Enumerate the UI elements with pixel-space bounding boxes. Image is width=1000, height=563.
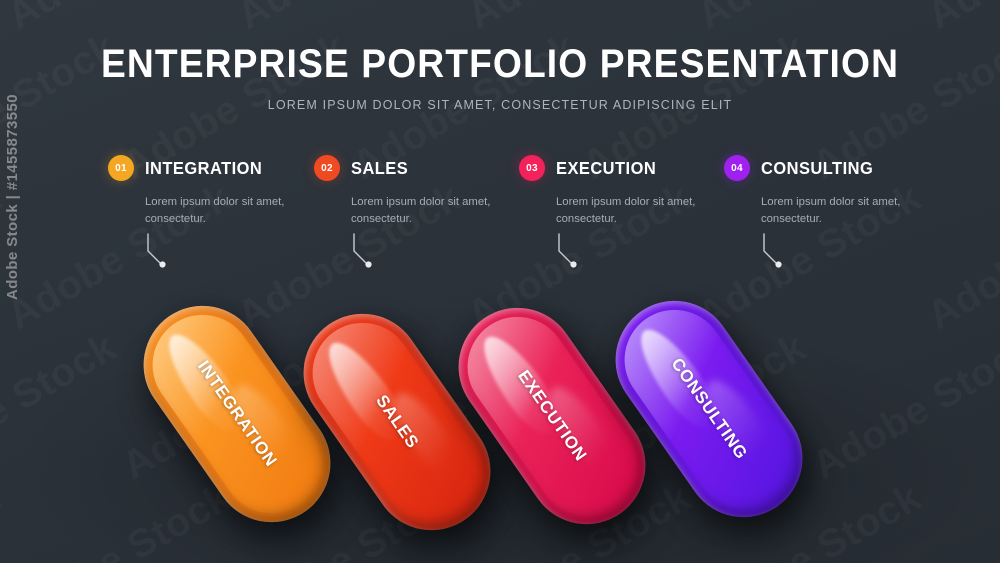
step-header: 01 INTEGRATION [108, 155, 323, 181]
connector-line-icon [761, 233, 795, 269]
step-item-consulting[interactable]: 04 CONSULTING Lorem ipsum dolor sit amet, … [724, 155, 939, 268]
pill-consulting[interactable]: CONSULTING [592, 277, 832, 563]
page-subtitle: LOREM IPSUM DOLOR SIT AMET, CONSECTETUR … [267, 98, 733, 112]
step-number-badge: 01 [108, 155, 134, 181]
step-item-execution[interactable]: 03 EXECUTION Lorem ipsum dolor sit amet, c… [519, 155, 734, 268]
step-title: EXECUTION [556, 157, 657, 178]
connector-line-icon [556, 233, 590, 269]
step-header: 02 SALES [314, 155, 529, 181]
step-title: INTEGRATION [145, 157, 263, 178]
step-title: SALES [351, 157, 409, 178]
slide-header: ENTERPRISE PORTFOLIO PRESENTATION LOREM … [0, 44, 1000, 112]
pill-sales[interactable]: SALES [280, 290, 520, 563]
pill-execution[interactable]: EXECUTION [435, 284, 675, 563]
step-header: 04 CONSULTING [724, 155, 939, 181]
step-description: Lorem ipsum dolor sit amet, consectetur. [556, 196, 696, 225]
step-title: CONSULTING [761, 157, 874, 178]
step-item-integration[interactable]: 01 INTEGRATION Lorem ipsum dolor sit amet,… [108, 155, 323, 268]
step-description: Lorem ipsum dolor sit amet, consectetur. [761, 196, 901, 225]
step-number-badge: 04 [724, 155, 750, 181]
stock-watermark-label: Adobe Stock | #1455873550 [4, 94, 21, 300]
step-number-badge: 02 [314, 155, 340, 181]
steps-row: 01 INTEGRATION Lorem ipsum dolor sit amet,… [0, 155, 1000, 285]
pill-integration[interactable]: INTEGRATION [120, 282, 360, 563]
step-description: Lorem ipsum dolor sit amet, consectetur. [351, 196, 491, 225]
step-number-badge: 03 [519, 155, 545, 181]
step-item-sales[interactable]: 02 SALES Lorem ipsum dolor sit amet, conse… [314, 155, 529, 268]
connector-line-icon [351, 233, 385, 269]
connector-line-icon [145, 233, 179, 269]
step-header: 03 EXECUTION [519, 155, 734, 181]
page-title: ENTERPRISE PORTFOLIO PRESENTATION [100, 42, 900, 86]
step-description: Lorem ipsum dolor sit amet, consectetur. [145, 196, 285, 225]
